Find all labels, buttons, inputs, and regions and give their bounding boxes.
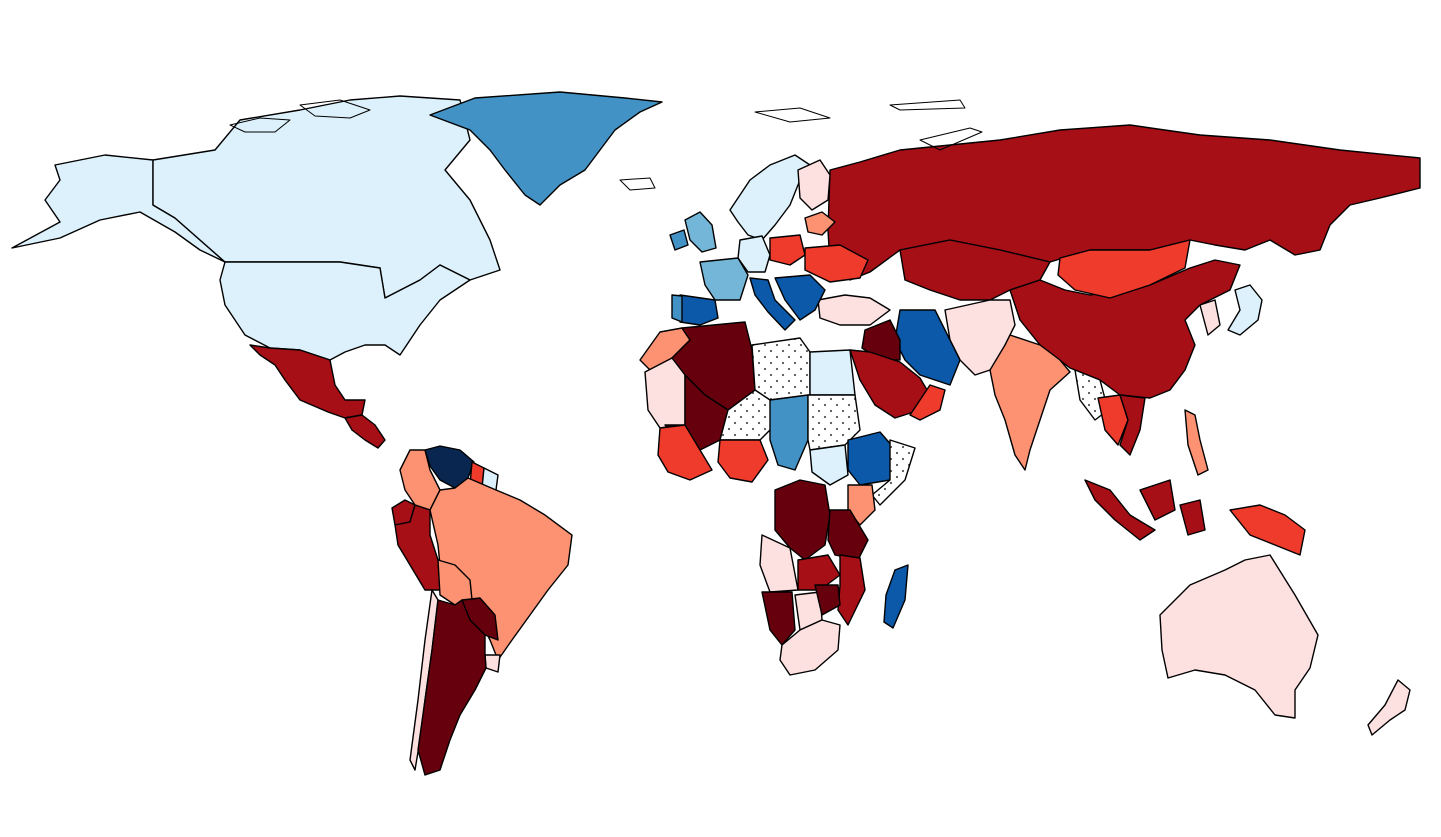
region-west-africa bbox=[657, 424, 713, 481]
region-kenya bbox=[847, 484, 876, 526]
region-zambia bbox=[797, 554, 841, 591]
region-usa bbox=[219, 261, 471, 361]
region-indonesia bbox=[1084, 479, 1206, 541]
region-nigeria bbox=[717, 439, 769, 483]
region-drc bbox=[774, 479, 831, 561]
region-papua-new-guinea bbox=[1229, 504, 1306, 556]
region-turkey bbox=[817, 294, 891, 326]
region-iraq bbox=[861, 319, 901, 361]
region-canada bbox=[152, 95, 501, 299]
region-portugal bbox=[671, 294, 683, 323]
region-namibia bbox=[761, 591, 796, 646]
region-india bbox=[984, 334, 1071, 471]
region-thailand bbox=[1097, 394, 1129, 446]
region-france bbox=[699, 257, 749, 301]
arctic-islands bbox=[229, 99, 983, 191]
region-somalia bbox=[871, 439, 916, 506]
region-chad bbox=[769, 394, 809, 471]
region-angola bbox=[759, 534, 799, 593]
region-ireland bbox=[669, 229, 689, 251]
region-mauritania bbox=[644, 357, 686, 429]
region-italy bbox=[749, 277, 796, 331]
region-australia bbox=[1159, 554, 1319, 719]
region-scandinavia bbox=[729, 154, 811, 241]
region-uk bbox=[684, 211, 717, 253]
region-korea bbox=[1199, 299, 1221, 336]
region-greenland bbox=[429, 91, 663, 206]
region-uruguay bbox=[484, 654, 501, 673]
region-egypt bbox=[809, 349, 856, 396]
region-poland bbox=[769, 234, 806, 266]
region-japan bbox=[1227, 284, 1263, 336]
region-philippines bbox=[1184, 409, 1209, 476]
region-ukraine bbox=[804, 244, 869, 283]
region-vietnam-laos bbox=[1119, 394, 1146, 456]
region-zimbabwe bbox=[814, 584, 841, 616]
region-baltics bbox=[804, 211, 836, 236]
region-argentina bbox=[417, 599, 487, 776]
region-south-sudan bbox=[809, 444, 849, 486]
region-south-africa bbox=[779, 619, 841, 676]
region-spain bbox=[679, 294, 719, 326]
region-balkans bbox=[774, 274, 826, 321]
region-finland bbox=[797, 159, 831, 211]
region-mozambique bbox=[837, 554, 866, 626]
region-mexico bbox=[249, 344, 366, 419]
region-madagascar bbox=[883, 564, 909, 629]
region-central-america bbox=[344, 414, 386, 449]
region-libya bbox=[751, 337, 811, 401]
region-yemen-oman bbox=[909, 384, 946, 421]
region-mongolia bbox=[1057, 239, 1191, 299]
region-new-zealand bbox=[1367, 679, 1411, 736]
